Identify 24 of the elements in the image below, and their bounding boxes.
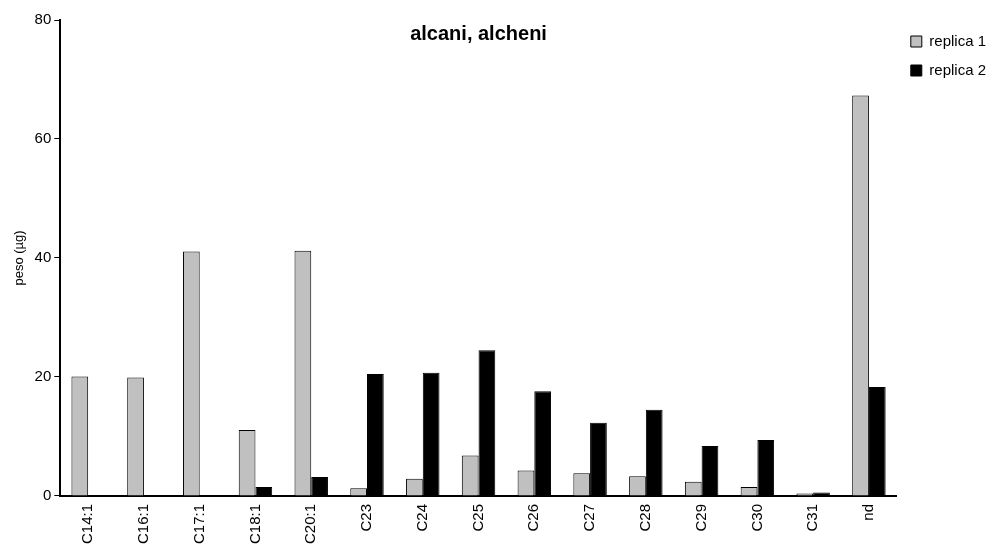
x-tick-label: C30 <box>747 503 765 532</box>
x-tick-label: C14:1 <box>78 503 96 544</box>
x-tick-label: C27 <box>580 503 598 532</box>
x-tick-label: C31 <box>803 503 821 532</box>
y-tick-label: 20 <box>34 367 52 385</box>
x-tick-label: C26 <box>524 503 542 532</box>
x-tick-label: C17:1 <box>189 503 207 544</box>
legend-label: replica 2 <box>929 60 987 78</box>
x-tick-label: C20:1 <box>301 503 319 544</box>
x-tick-label: nd <box>859 503 877 521</box>
x-tick-label: C24 <box>412 503 430 532</box>
x-tick-label: C25 <box>468 503 486 532</box>
x-tick-label: C28 <box>635 503 653 532</box>
chart-title: alcani, alcheni <box>410 21 547 44</box>
y-tick-label: 60 <box>34 129 52 147</box>
y-tick-label: 0 <box>42 486 52 504</box>
x-tick-label: C29 <box>691 503 709 532</box>
x-tick-label: C16:1 <box>134 503 152 544</box>
x-tick-label: C18:1 <box>245 503 263 544</box>
x-tick-label: C23 <box>357 503 375 532</box>
y-tick-label: 80 <box>34 10 52 28</box>
legend-label: replica 1 <box>929 31 987 49</box>
y-axis-title: peso (µg) <box>11 230 27 286</box>
y-tick-label: 40 <box>34 248 52 266</box>
